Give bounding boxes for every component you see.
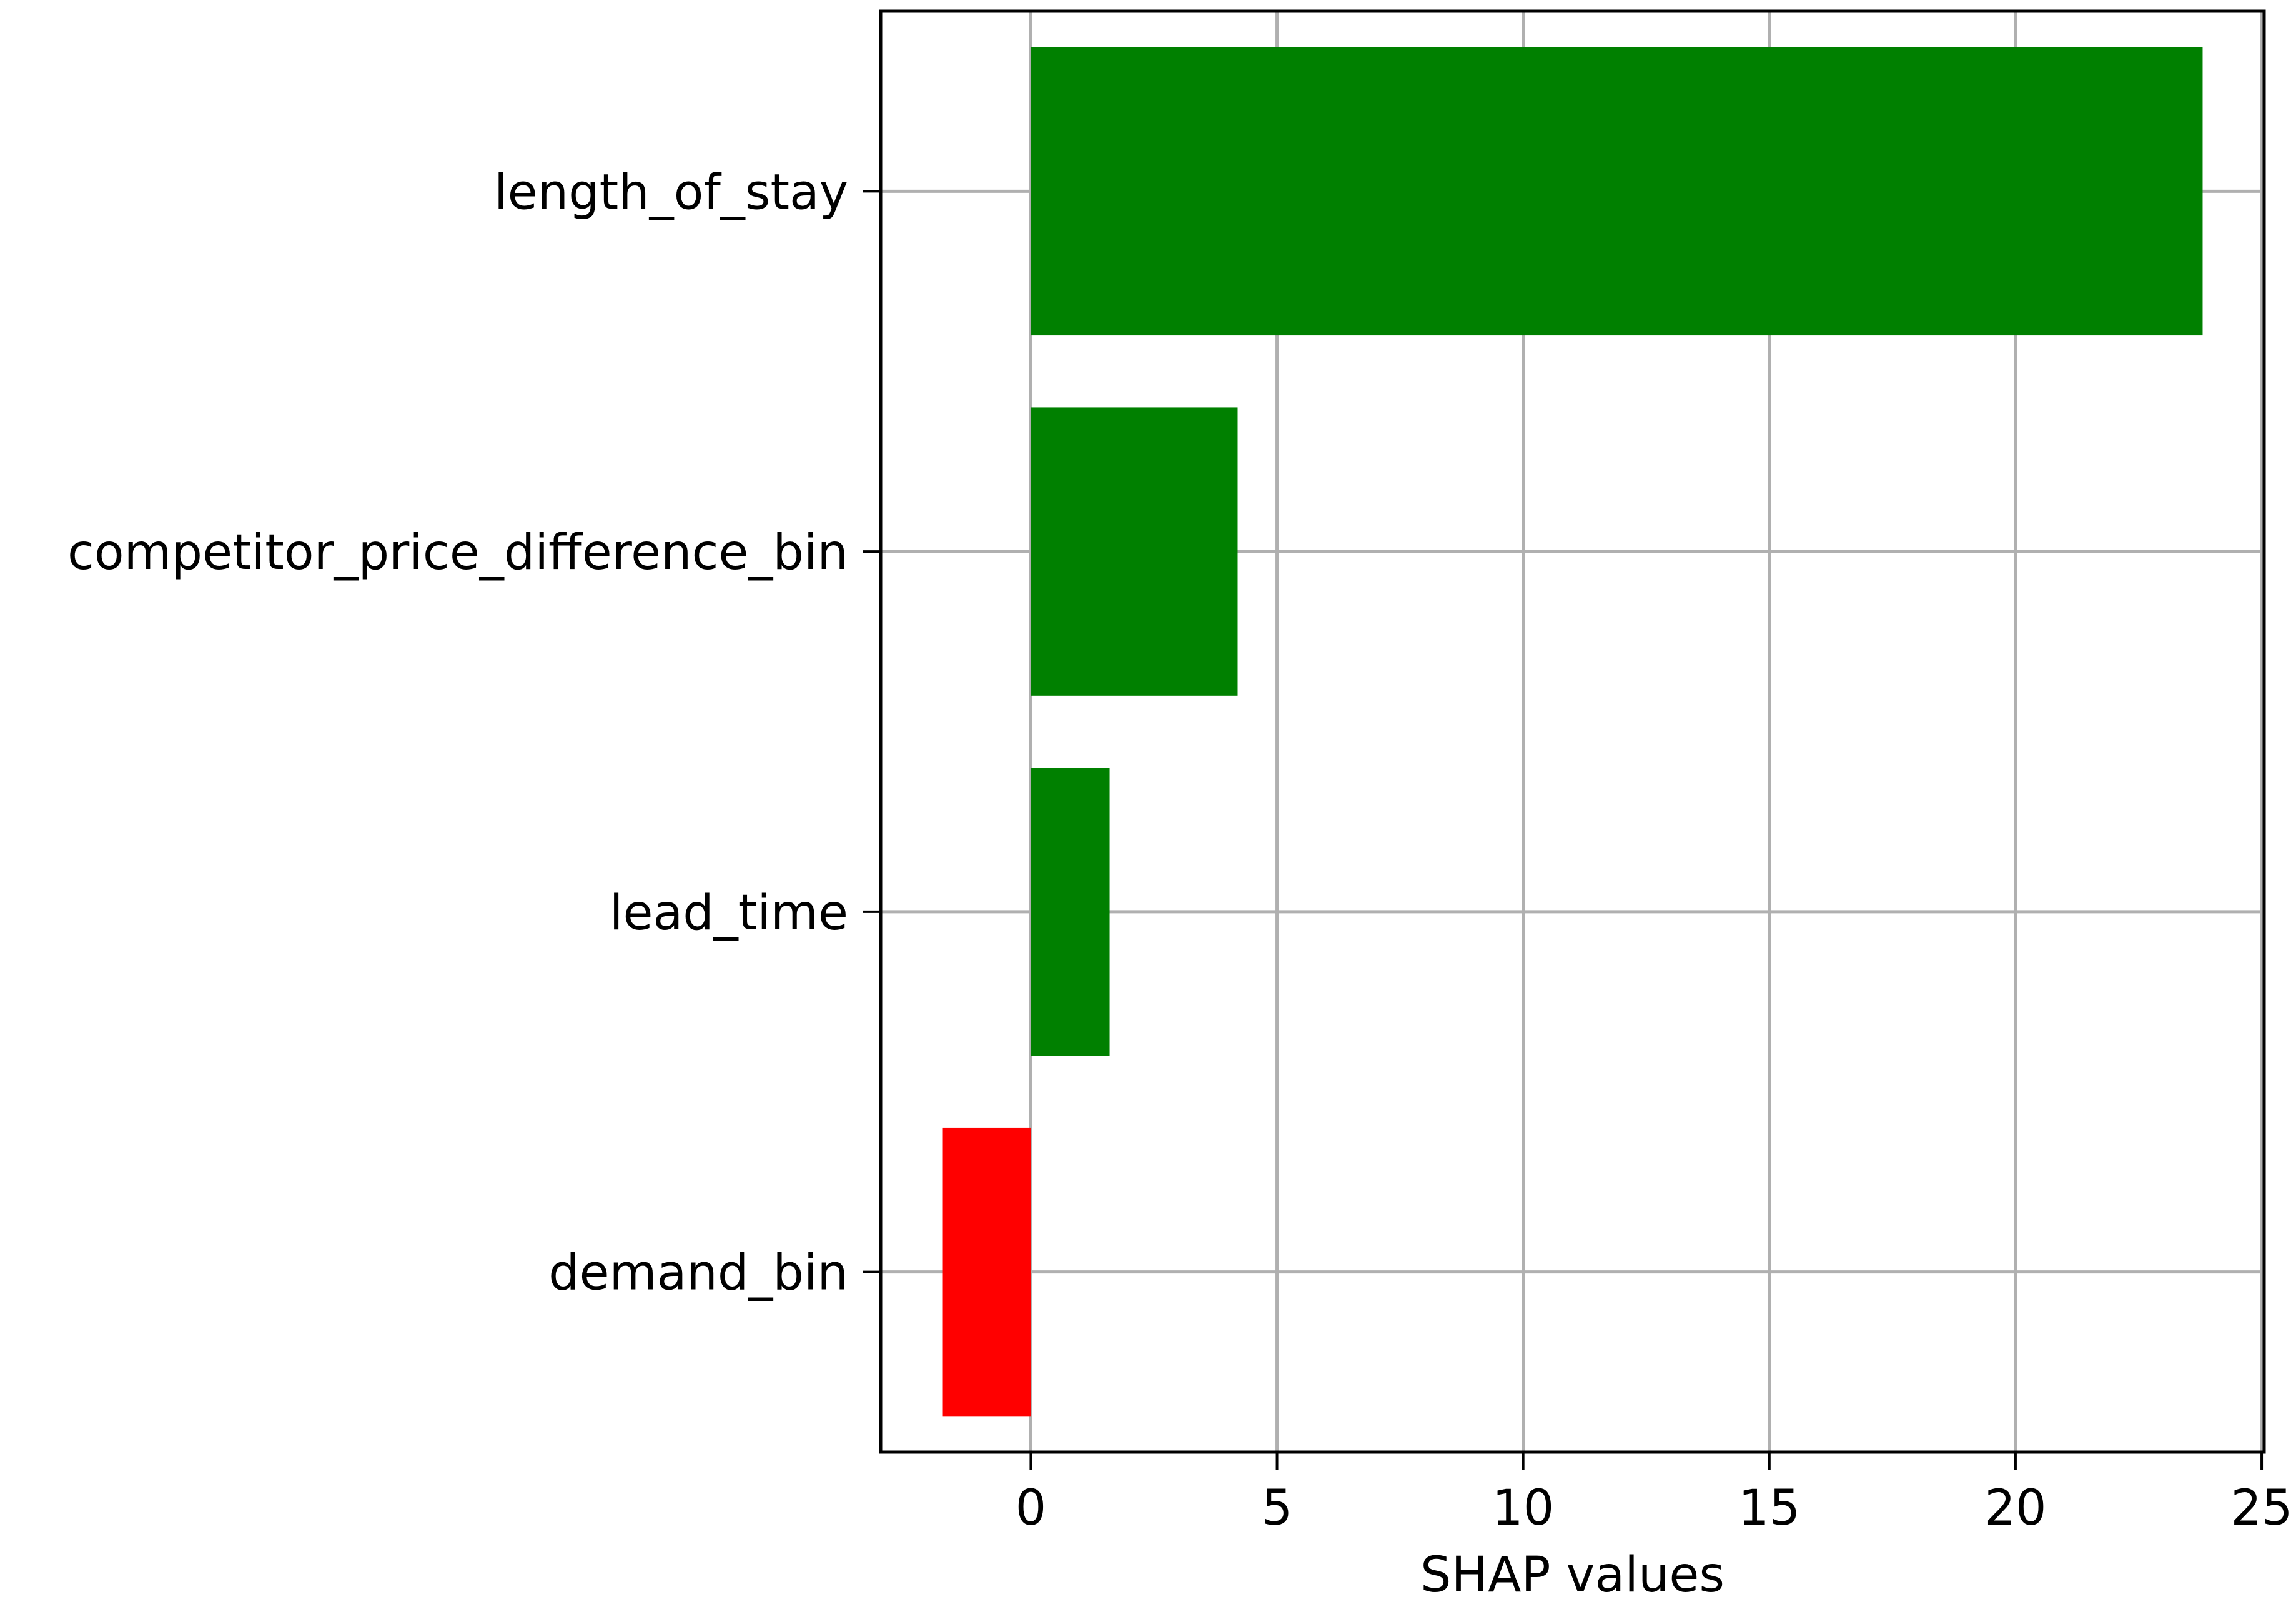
- x-tick-label-0: 0: [1016, 1480, 1047, 1536]
- y-tick-label-demand-bin: demand_bin: [548, 1245, 848, 1302]
- bar-competitor-price-difference-bin: [1031, 407, 1238, 696]
- bar-length-of-stay: [1031, 47, 2203, 336]
- bar-lead-time: [1031, 768, 1110, 1056]
- bar-demand-bin: [942, 1127, 1031, 1417]
- bars: [942, 47, 2203, 1417]
- axis-tick-labels: 0 5 10 15 20 25 length_of_stay competitor_price…: [67, 164, 2293, 1536]
- x-tick-label-3: 15: [1738, 1480, 1800, 1536]
- y-tick-label-lead-time: lead_time: [610, 885, 848, 941]
- x-tick-label-2: 10: [1492, 1480, 1554, 1536]
- axis-ticks: [863, 190, 2264, 1470]
- y-tick-label-competitor-price-difference-bin: competitor_price_difference_bin: [67, 525, 848, 581]
- x-tick-label-1: 5: [1262, 1480, 1293, 1536]
- x-tick-label-4: 20: [1984, 1480, 2046, 1536]
- y-tick-label-length-of-stay: length_of_stay: [494, 164, 848, 220]
- x-tick-label-5: 25: [2230, 1480, 2292, 1536]
- plot-frame: [879, 9, 2266, 1454]
- x-axis-label: SHAP values: [1420, 1547, 1724, 1603]
